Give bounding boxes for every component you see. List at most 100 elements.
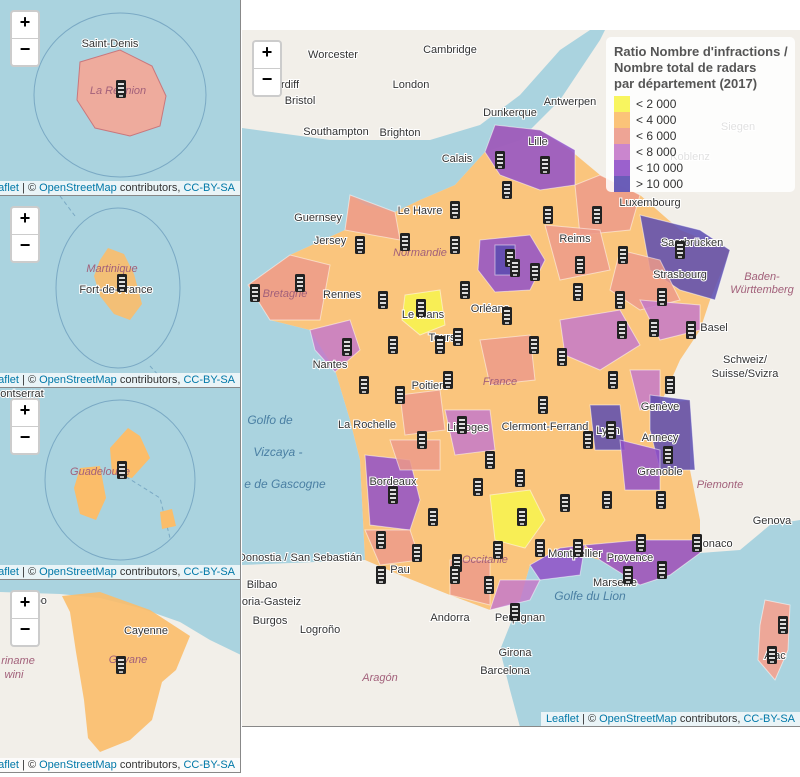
department [583, 539, 701, 586]
radar-icon [116, 80, 126, 98]
radar-icon [665, 376, 675, 394]
radar-icon [663, 446, 673, 464]
osm-link[interactable]: OpenStreetMap [39, 374, 117, 386]
legend-box [606, 37, 795, 192]
leaflet-link[interactable]: Leaflet [0, 374, 19, 386]
radar-icon [618, 246, 628, 264]
radar-icon [376, 531, 386, 549]
place-label: toria-Gasteiz [242, 596, 301, 608]
place-label: Antwerpen [544, 96, 597, 108]
attribution-separator: | © [22, 182, 37, 194]
leaflet-link[interactable]: Leaflet [0, 759, 19, 771]
place-label: La Rochelle [338, 419, 396, 431]
zoom-in-button[interactable]: + [19, 592, 31, 612]
radar-icon [692, 534, 702, 552]
license-link[interactable]: CC-BY-SA [183, 759, 235, 771]
place-label: Saarbrücken [661, 237, 723, 249]
department [544, 224, 611, 281]
leaflet-link[interactable]: Leaflet [0, 566, 19, 578]
osm-link[interactable]: OpenStreetMap [39, 182, 117, 194]
radar-icon [592, 206, 602, 224]
radar-icon [473, 478, 483, 496]
zoom-out-button[interactable]: − [12, 38, 38, 65]
zoom-in-button[interactable]: + [19, 12, 31, 32]
department [399, 389, 446, 436]
license-link[interactable]: CC-BY-SA [183, 182, 235, 194]
place-label: Grenoble [637, 466, 682, 478]
place-label: Girona [498, 647, 532, 659]
zoom-in-button[interactable]: + [19, 208, 31, 228]
radar-icon [443, 371, 453, 389]
place-label: Pau [390, 564, 410, 576]
attribution-text: contributors, [119, 374, 181, 386]
inset-map: ontserrat Guadeloupe [0, 388, 196, 561]
place-label: Guyane [109, 654, 148, 666]
maritime-boundary [44, 399, 196, 561]
radar-icon [617, 321, 627, 339]
radar-icon [767, 646, 777, 664]
radar-icon [416, 299, 426, 317]
radar-icon [359, 376, 369, 394]
department [62, 592, 190, 752]
place-label: Worcester [308, 49, 358, 61]
osm-link[interactable]: OpenStreetMap [39, 566, 117, 578]
radar-icon [686, 321, 696, 339]
department [309, 319, 361, 373]
attribution-text: contributors, [119, 566, 181, 578]
license-link[interactable]: CC-BY-SA [183, 374, 235, 386]
radar-icon [250, 284, 260, 302]
radar-icon [117, 274, 127, 292]
radar-icon [412, 544, 422, 562]
legend-title: Ratio Nombre d'infractions / [614, 44, 788, 59]
radar-icon [417, 431, 427, 449]
department [649, 394, 696, 471]
department [160, 509, 176, 529]
department [529, 544, 586, 581]
radar-icon [116, 656, 126, 674]
legend-title: par département (2017) [614, 76, 757, 91]
inset-guyane: mariboCayenneGuyanerinamewini +−Leaflet … [0, 580, 241, 773]
zoom-out-button[interactable]: − [254, 68, 280, 95]
place-label: Martinique [86, 263, 137, 275]
attribution-separator: | © [22, 759, 37, 771]
place-label: Bordeaux [369, 476, 417, 488]
zoom-in-button[interactable]: + [261, 42, 273, 62]
legend-label: < 10 000 [636, 161, 683, 175]
radar-icon [560, 494, 570, 512]
place-label: Fort-de-France [79, 284, 152, 296]
radar-icon [623, 566, 633, 584]
place-label: Monaco [693, 538, 732, 550]
radar-icon [435, 336, 445, 354]
license-link[interactable]: CC-BY-SA [743, 713, 795, 725]
zoom-out-button[interactable]: − [12, 426, 38, 453]
osm-link[interactable]: OpenStreetMap [599, 713, 677, 725]
legend-swatch [614, 160, 630, 176]
leaflet-link[interactable]: Leaflet [545, 713, 579, 725]
zoom-out-button[interactable]: − [12, 234, 38, 261]
place-label: Southampton [303, 126, 368, 138]
license-link[interactable]: CC-BY-SA [183, 566, 235, 578]
place-label: Jersey [314, 235, 347, 247]
osm-link[interactable]: OpenStreetMap [39, 759, 117, 771]
attribution-text: contributors, [679, 713, 741, 725]
radar-icon [388, 486, 398, 504]
zoom-out-button[interactable]: − [12, 618, 38, 645]
place-label: Provence [607, 552, 653, 564]
legend-label: < 6 000 [636, 129, 677, 143]
zoom-in-button[interactable]: + [19, 400, 31, 420]
zoom-control: + − [10, 398, 40, 455]
maritime-boundary [33, 12, 207, 178]
place-label: Aragón [361, 672, 397, 684]
radar-icon [453, 328, 463, 346]
radar-icon [540, 156, 550, 174]
attribution: Leaflet | © OpenStreetMap contributors, … [0, 373, 240, 387]
place-label: Cambridge [423, 44, 477, 56]
department [247, 254, 331, 321]
leaflet-link[interactable]: Leaflet [0, 182, 19, 194]
department [619, 439, 661, 491]
radar-icon [355, 236, 365, 254]
inset-martinique: Martinique Fort-de-France + − Leaflet | © O… [0, 196, 241, 388]
place-label: Golfo de [247, 413, 293, 427]
place-label: Donostia / San Sebastián [242, 552, 362, 564]
